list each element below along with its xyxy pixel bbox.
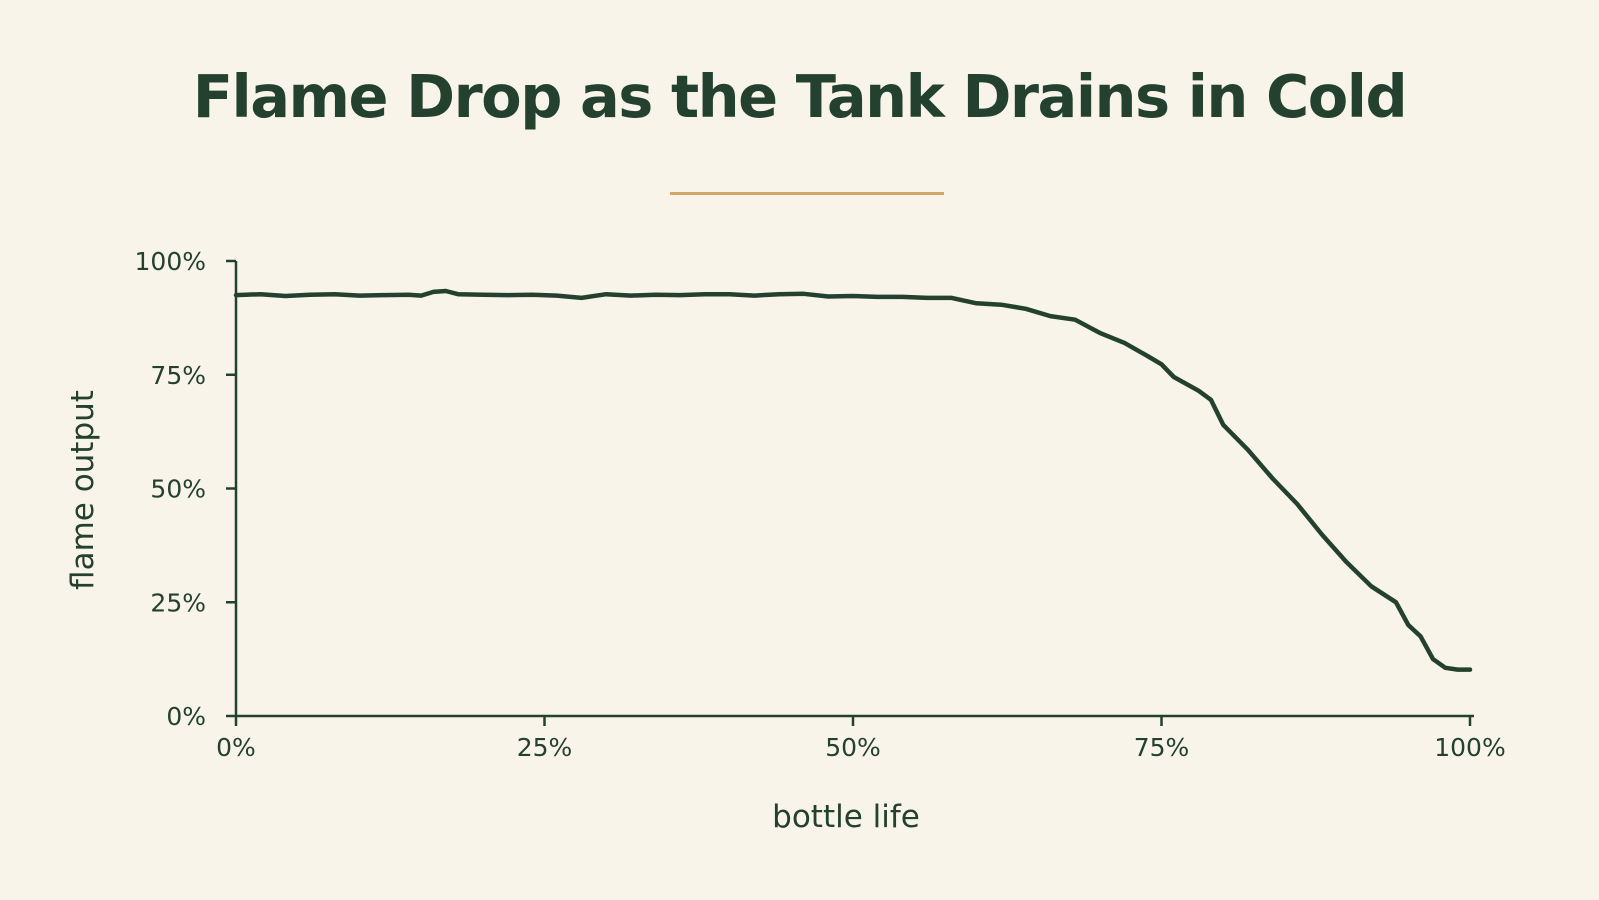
- x-tick-label: 50%: [825, 733, 881, 762]
- x-tick-label: 100%: [1434, 733, 1505, 762]
- x-tick-label: 75%: [1134, 733, 1190, 762]
- y-tick-label: 100%: [135, 247, 206, 276]
- title-divider: [670, 192, 944, 195]
- x-tick-label: 0%: [216, 733, 256, 762]
- x-axis-title: bottle life: [772, 799, 920, 835]
- x-ticks: 0% 25% 50% 75% 100%: [216, 716, 1506, 762]
- y-axis-title: flame output: [65, 390, 101, 590]
- x-tick-label: 25%: [517, 733, 573, 762]
- series-line-0: [233, 288, 1473, 672]
- axes: [234, 261, 1474, 718]
- y-tick-label: 0%: [166, 702, 206, 731]
- y-tick-label: 75%: [150, 361, 206, 390]
- series-layer: [233, 288, 1473, 672]
- y-tick-label: 25%: [150, 588, 206, 617]
- y-ticks: 0% 25% 50% 75% 100%: [135, 247, 236, 731]
- y-tick-label: 50%: [150, 475, 206, 504]
- chart-title: Flame Drop as the Tank Drains in Cold: [192, 62, 1408, 131]
